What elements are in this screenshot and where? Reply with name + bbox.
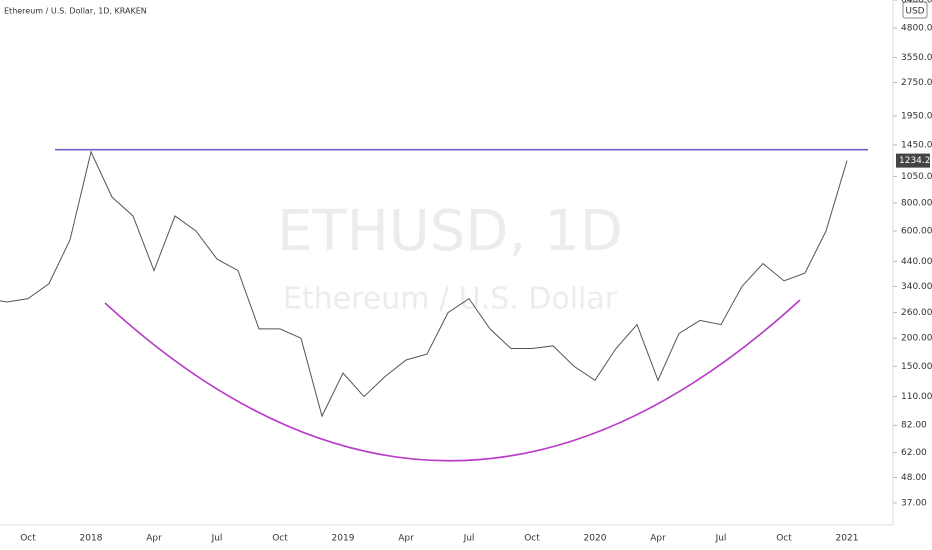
y-tick-label: 48.00 — [901, 473, 927, 483]
y-tick-label: 37.00 — [901, 498, 927, 508]
x-tick-label: Oct — [524, 534, 540, 544]
x-tick-label: Apr — [398, 534, 414, 544]
y-tick-label: 200.00 — [901, 334, 932, 344]
x-tick-label: Oct — [776, 534, 792, 544]
y-tick-label: 800.00 — [901, 198, 932, 208]
chart-title: Ethereum / U.S. Dollar, 1D, KRAKEN — [4, 7, 147, 16]
y-tick-label: 1050.00 — [901, 172, 932, 182]
price-line — [0, 150, 848, 418]
y-tick-label: 1950.00 — [901, 111, 932, 121]
x-tick-label: Jul — [463, 534, 475, 544]
y-tick-label: 4800.00 — [901, 24, 932, 34]
y-tick-label: 340.00 — [901, 282, 932, 292]
x-tick-label: Oct — [20, 534, 36, 544]
x-tick-label: 2018 — [80, 534, 103, 544]
y-tick-label: 1450.00 — [901, 140, 932, 150]
y-tick-label: 260.00 — [901, 308, 932, 318]
x-tick-label: 2021 — [836, 534, 859, 544]
x-tick-label: Apr — [650, 534, 666, 544]
y-tick-label: 2750.00 — [901, 78, 932, 88]
cup-curve — [104, 299, 801, 462]
currency-box[interactable] — [902, 1, 928, 19]
y-tick-label: 62.00 — [901, 448, 927, 458]
y-tick-label: 3550.00 — [901, 53, 932, 63]
watermark: ETHUSD, 1D — [277, 199, 623, 264]
y-tick-label: 82.00 — [901, 421, 927, 431]
x-tick-label: Jul — [211, 534, 223, 544]
x-tick-label: Apr — [146, 534, 162, 544]
y-tick-label: 440.00 — [901, 257, 932, 267]
y-tick-label: 6400.00 — [901, 0, 932, 6]
plot-area — [0, 150, 848, 418]
x-tick-label: 2019 — [332, 534, 355, 544]
y-tick-label: 150.00 — [901, 362, 932, 372]
y-tick-label: 600.00 — [901, 227, 932, 237]
last-price-box — [896, 153, 930, 168]
x-tick-label: Jul — [715, 534, 727, 544]
y-tick-label: 110.00 — [901, 392, 932, 402]
last-price-label: 1234.27 — [899, 156, 932, 166]
currency[interactable]: USD — [905, 7, 924, 17]
x-tick-label: 2020 — [584, 534, 607, 544]
x-tick-label: Oct — [272, 534, 288, 544]
